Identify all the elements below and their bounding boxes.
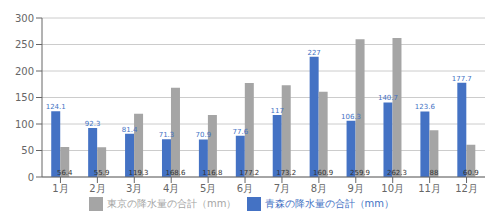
svg-text:0: 0 (28, 172, 34, 183)
svg-text:1月: 1月 (52, 183, 68, 194)
svg-text:60.9: 60.9 (463, 169, 479, 177)
svg-text:9月: 9月 (348, 183, 364, 194)
svg-text:2月: 2月 (89, 183, 105, 194)
svg-text:177.2: 177.2 (239, 169, 259, 177)
svg-text:106.3: 106.3 (341, 113, 361, 121)
svg-text:11月: 11月 (418, 183, 441, 194)
svg-text:3月: 3月 (126, 183, 142, 194)
svg-text:250: 250 (15, 39, 34, 50)
svg-text:200: 200 (15, 66, 34, 77)
svg-text:71.3: 71.3 (159, 131, 175, 139)
svg-text:300: 300 (15, 13, 34, 24)
svg-text:50: 50 (21, 145, 34, 156)
svg-text:150: 150 (15, 92, 34, 103)
svg-text:124.1: 124.1 (46, 103, 66, 111)
svg-text:88: 88 (429, 169, 438, 177)
svg-text:70.9: 70.9 (196, 131, 212, 139)
svg-text:140.7: 140.7 (378, 94, 398, 102)
svg-text:100: 100 (15, 119, 34, 130)
svg-text:4月: 4月 (163, 183, 179, 194)
svg-text:117: 117 (271, 107, 284, 115)
svg-text:5月: 5月 (200, 183, 216, 194)
svg-text:92.3: 92.3 (85, 120, 101, 128)
html-text:東京の降水量の合計（mm）: 東京の降水量の合計（mm） (107, 198, 237, 209)
svg-text:227: 227 (307, 49, 320, 57)
svg-text:173.2: 173.2 (276, 169, 296, 177)
svg-text:177.7: 177.7 (452, 75, 472, 83)
svg-text:116.8: 116.8 (202, 169, 222, 177)
svg-text:168.6: 168.6 (165, 169, 186, 177)
svg-text:77.6: 77.6 (233, 128, 249, 136)
svg-text:262.3: 262.3 (387, 169, 407, 177)
svg-text:6月: 6月 (237, 183, 253, 194)
svg-text:55.9: 55.9 (94, 169, 110, 177)
svg-text:7月: 7月 (274, 183, 290, 194)
svg-text:12月: 12月 (455, 183, 478, 194)
svg-text:123.6: 123.6 (415, 103, 436, 111)
svg-text:8月: 8月 (311, 183, 327, 194)
svg-text:10月: 10月 (381, 183, 404, 194)
svg-text:259.9: 259.9 (350, 169, 370, 177)
svg-text:81.4: 81.4 (122, 126, 138, 134)
svg-text:160.9: 160.9 (313, 169, 333, 177)
html-text:青森の降水量の合計（mm）: 青森の降水量の合計（mm） (264, 198, 394, 209)
svg-text:119.3: 119.3 (129, 169, 149, 177)
svg-text:56.4: 56.4 (57, 169, 73, 177)
